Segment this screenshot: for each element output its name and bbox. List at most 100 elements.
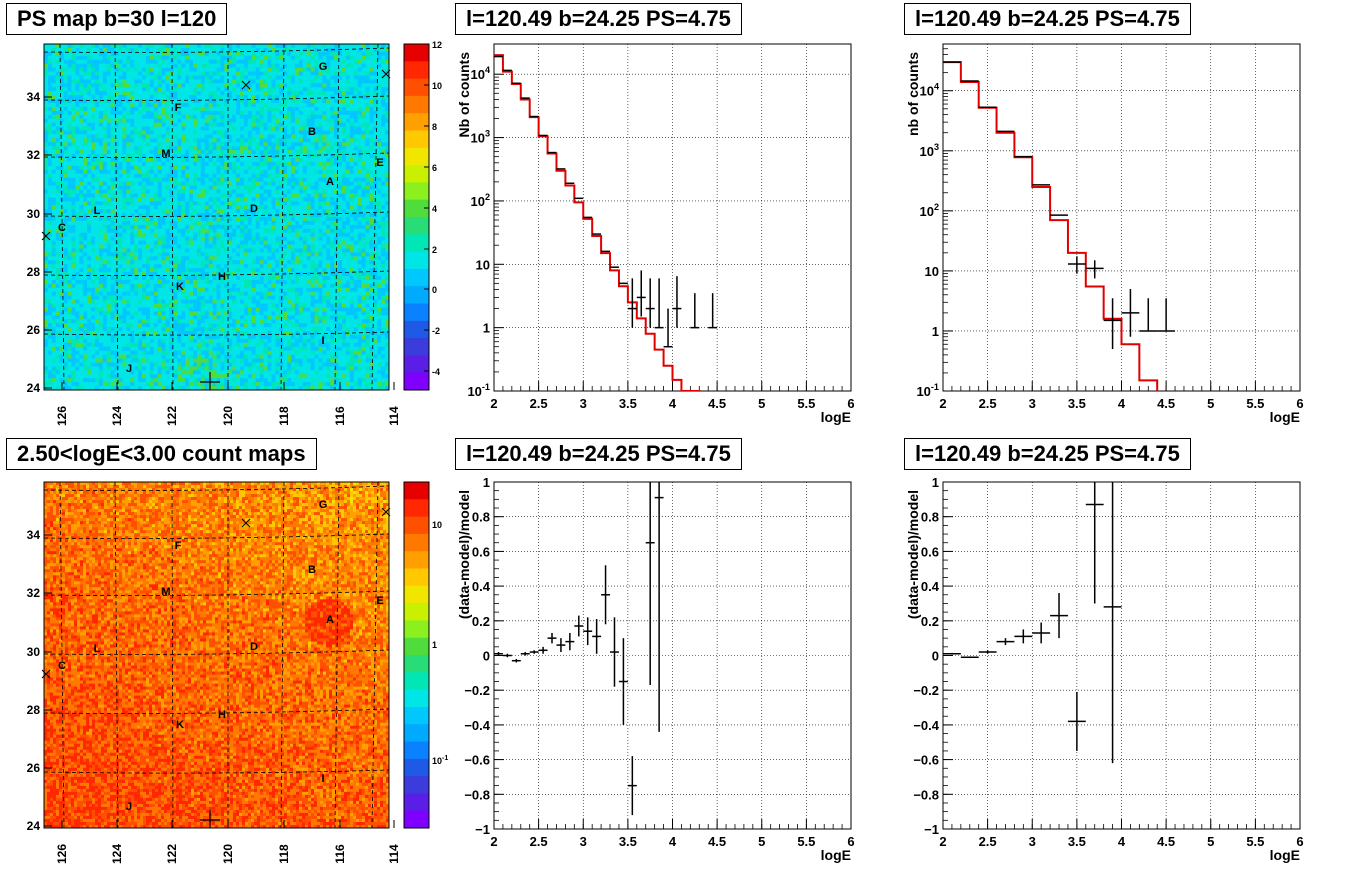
- x-tick-label: 2: [490, 396, 497, 411]
- colorbar-segment: [404, 269, 429, 287]
- y-tick-label: 0.6: [472, 544, 490, 559]
- y-tick-label: 0.8: [921, 510, 939, 525]
- map-y-tick-label: 30: [27, 207, 41, 221]
- y-tick-label: 104: [470, 65, 490, 82]
- x-tick-label: 4: [669, 396, 677, 411]
- x-tick-label: 5: [1207, 396, 1214, 411]
- y-tick-label: −0.4: [913, 718, 939, 733]
- y-axis-label: (data-model)/model: [905, 490, 921, 619]
- x-tick-label: 3: [580, 834, 587, 849]
- colorbar-segment: [404, 113, 429, 131]
- y-tick-label: −1: [475, 822, 490, 837]
- residual-coarse-title: l=120.49 b=24.25 PS=4.75: [904, 438, 1191, 470]
- y-tick-label: 103: [470, 129, 490, 146]
- source-label-I: I: [321, 335, 324, 347]
- colorbar-label: 4: [432, 204, 437, 214]
- source-label-J: J: [126, 801, 132, 813]
- x-axis-label: logE: [1270, 409, 1300, 425]
- map-pixels: [44, 44, 389, 390]
- colorbar-label: -4: [432, 367, 440, 377]
- map-x-tick-label: 116: [333, 406, 347, 426]
- y-tick-label: −0.2: [464, 683, 490, 698]
- source-label-F: F: [175, 102, 182, 114]
- colorbar-segment: [404, 148, 429, 166]
- colorbar-segment: [404, 304, 429, 322]
- colorbar-label: 12: [432, 40, 442, 50]
- map-y-tick-label: 24: [27, 381, 41, 395]
- x-tick-label: 3: [1029, 396, 1036, 411]
- y-tick-label: 104: [919, 82, 939, 99]
- source-label-A: A: [326, 614, 334, 626]
- colorbar-segment: [404, 165, 429, 183]
- x-tick-label: 2: [939, 396, 946, 411]
- spectrum-coarse-title: l=120.49 b=24.25 PS=4.75: [904, 3, 1191, 35]
- colorbar-segment: [404, 620, 429, 638]
- map-x-tick-label: 114: [387, 406, 401, 426]
- y-tick-label: −0.8: [913, 787, 939, 802]
- map-y-tick-label: 34: [27, 528, 41, 542]
- colorbar-label: 10: [432, 520, 442, 530]
- y-axis-label: nb of counts: [905, 52, 921, 136]
- x-tick-label: 3.5: [1068, 834, 1086, 849]
- y-axis-label: (data-model)/model: [456, 490, 472, 619]
- y-tick-label: 0.2: [921, 614, 939, 629]
- colorbar-segment: [404, 724, 429, 742]
- source-label-B: B: [308, 564, 316, 576]
- source-label-H: H: [218, 271, 226, 283]
- map-x-tick-label: 114: [387, 844, 401, 864]
- x-tick-label: 2.5: [979, 834, 997, 849]
- source-label-K: K: [176, 281, 184, 293]
- colorbar-label: 2: [432, 245, 437, 255]
- x-tick-label: 2.5: [530, 396, 548, 411]
- source-label-E: E: [376, 595, 383, 607]
- source-label-G: G: [319, 61, 328, 73]
- y-tick-label: −0.2: [913, 683, 939, 698]
- colorbar-segment: [404, 638, 429, 656]
- y-tick-label: −0.6: [464, 753, 490, 768]
- x-tick-label: 3: [1029, 834, 1036, 849]
- colorbar-segment: [404, 707, 429, 725]
- y-tick-label: 0.6: [921, 544, 939, 559]
- colorbar-segment: [404, 200, 429, 218]
- source-label-G: G: [319, 499, 328, 511]
- y-tick-label: 10: [476, 257, 490, 272]
- y-tick-label: −0.8: [464, 787, 490, 802]
- map-x-tick-label: 122: [165, 844, 179, 864]
- colorbar-segment: [404, 338, 429, 356]
- map-x-tick-label: 116: [333, 844, 347, 864]
- y-tick-label: 1: [483, 475, 490, 490]
- colorbar-segment: [404, 742, 429, 760]
- count-map-title: 2.50<logE<3.00 count maps: [6, 438, 317, 470]
- colorbar-segment: [404, 793, 429, 811]
- spectrum-fine-title: l=120.49 b=24.25 PS=4.75: [455, 3, 742, 35]
- y-tick-label: −0.4: [464, 718, 490, 733]
- colorbar-label: 8: [432, 122, 437, 132]
- colorbar-segment: [404, 79, 429, 97]
- colorbar-segment: [404, 690, 429, 708]
- y-tick-label: −0.6: [913, 753, 939, 768]
- x-tick-label: 2.5: [979, 396, 997, 411]
- y-tick-label: 1: [932, 475, 939, 490]
- source-label-M: M: [161, 148, 170, 160]
- x-axis-label: logE: [821, 409, 851, 425]
- map-y-tick-label: 32: [27, 148, 41, 162]
- source-label-K: K: [176, 719, 184, 731]
- source-label-C: C: [58, 660, 66, 672]
- x-tick-label: 5.5: [1246, 834, 1264, 849]
- y-tick-label: 103: [919, 142, 939, 159]
- x-tick-label: 4: [669, 834, 677, 849]
- map-x-tick-label: 118: [277, 844, 291, 864]
- map-y-tick-label: 32: [27, 586, 41, 600]
- colorbar-label: 10: [432, 81, 442, 91]
- map-x-tick-label: 118: [277, 406, 291, 426]
- x-tick-label: 4: [1118, 834, 1126, 849]
- x-tick-label: 5: [1207, 834, 1214, 849]
- map-y-tick-label: 34: [27, 90, 41, 104]
